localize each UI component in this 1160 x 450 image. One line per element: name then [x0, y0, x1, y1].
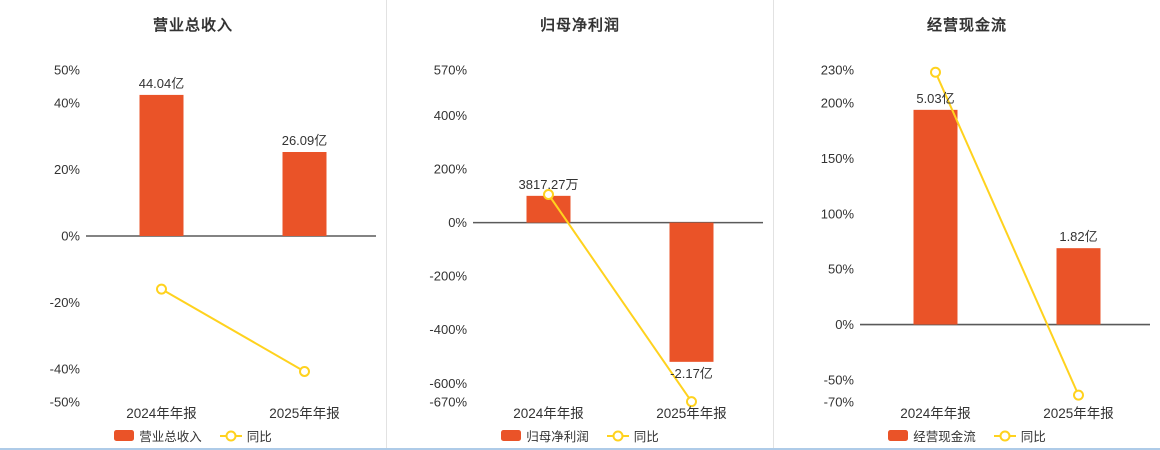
y-tick-label: -600%: [429, 376, 467, 391]
line-marker-icon: [219, 430, 242, 441]
y-tick-label: 50%: [828, 262, 854, 277]
legend-label: 营业总收入: [139, 430, 202, 444]
yoy-line: [547, 193, 693, 403]
chart-panel-total-revenue: 营业总收入 50% 40% 20% 0% -20% -40% -50% 44.04亿 26.09…: [0, 0, 387, 448]
y-tick-label: 20%: [54, 162, 80, 177]
y-tick-label: 50%: [54, 63, 80, 78]
chart-title: 营业总收入: [152, 17, 233, 34]
legend-item-yoy-series[interactable]: 同比: [219, 426, 272, 445]
chart-canvas-operating-cash-flow: 230% 200% 150% 100% 50% 0% -50% -70% 5.03亿 1.82亿 2…: [821, 63, 1150, 421]
yoy-line: [161, 288, 305, 373]
chart-title: 经营现金流: [926, 17, 1007, 34]
yoy-marker-icon: [1073, 389, 1084, 401]
line-marker-icon: [993, 430, 1016, 441]
yoy-marker-icon: [156, 283, 167, 295]
yoy-marker-icon: [686, 396, 697, 408]
yoy-marker-icon: [543, 189, 554, 200]
bar-value-label: -2.17亿: [670, 366, 713, 381]
y-tick-label: -670%: [429, 395, 467, 410]
y-tick-label: 400%: [434, 108, 468, 123]
y-tick-label: -20%: [50, 295, 81, 310]
bar-swatch-icon: [114, 430, 135, 441]
bar-value-label: 26.09亿: [282, 133, 328, 148]
y-tick-label: -400%: [429, 322, 467, 337]
legend-label: 同比: [1020, 430, 1046, 444]
legend-item-yoy-series[interactable]: 同比: [993, 426, 1046, 445]
chart-panel-operating-cash-flow: 经营现金流 230% 200% 150% 100% 50% 0% -50% -70% 5.03亿…: [774, 0, 1160, 448]
yoy-marker-icon: [299, 365, 310, 377]
x-axis-label: 2024年年报: [126, 406, 197, 421]
chart-title: 归母净利润: [539, 17, 620, 34]
yoy-marker-icon: [930, 66, 941, 78]
bar-value-label: 44.04亿: [139, 76, 185, 91]
legend-item-bar-series[interactable]: 营业总收入: [114, 426, 202, 445]
y-tick-label: -200%: [429, 269, 467, 284]
value-bar: [282, 152, 327, 236]
bar-swatch-icon: [888, 430, 909, 441]
y-tick-label: 0%: [61, 229, 80, 244]
line-marker-icon: [606, 430, 629, 441]
x-axis-label: 2024年年报: [900, 406, 971, 421]
value-bar: [139, 94, 184, 237]
y-tick-label: 100%: [821, 206, 855, 221]
y-tick-label: 230%: [821, 63, 855, 78]
chart-legend: 归母净利润 同比: [387, 426, 773, 445]
yoy-line: [934, 71, 1080, 396]
legend-label: 归母净利润: [526, 430, 589, 444]
y-tick-label: 200%: [821, 96, 855, 111]
legend-item-bar-series[interactable]: 归母净利润: [501, 426, 589, 445]
y-tick-label: 0%: [835, 317, 854, 332]
chart-canvas-net-profit: 570% 400% 200% 0% -200% -400% -600% -670% 3817.2…: [429, 63, 763, 421]
chart-panel-net-profit: 归母净利润 570% 400% 200% 0% -200% -400% -600% -670%…: [387, 0, 774, 448]
value-bar: [669, 222, 714, 362]
y-tick-label: -40%: [50, 361, 81, 376]
legend-item-bar-series[interactable]: 经营现金流: [888, 426, 976, 445]
value-bar: [526, 195, 571, 223]
legend-label: 经营现金流: [913, 430, 976, 444]
y-tick-label: -50%: [824, 372, 855, 387]
legend-item-yoy-series[interactable]: 同比: [606, 426, 659, 445]
bar-value-label: 1.82亿: [1059, 229, 1097, 244]
y-tick-label: -50%: [50, 395, 81, 410]
x-axis-label: 2025年年报: [1043, 406, 1114, 421]
y-tick-label: 150%: [821, 151, 855, 166]
x-axis-label: 2025年年报: [269, 406, 340, 421]
y-tick-label: -70%: [824, 395, 855, 410]
legend-label: 同比: [246, 430, 272, 444]
bar-swatch-icon: [501, 430, 522, 441]
x-axis-label: 2024年年报: [513, 406, 584, 421]
y-tick-label: 570%: [434, 63, 468, 78]
bar-value-label: 3817.27万: [519, 177, 579, 192]
legend-label: 同比: [633, 430, 659, 444]
y-tick-label: 40%: [54, 96, 80, 111]
value-bar: [913, 109, 958, 325]
chart-legend: 经营现金流 同比: [774, 426, 1160, 445]
chart-legend: 营业总收入 同比: [0, 426, 386, 445]
value-bar: [1056, 248, 1101, 325]
chart-canvas-total-revenue: 50% 40% 20% 0% -20% -40% -50% 44.04亿 26.09亿 2024年…: [50, 63, 376, 421]
y-tick-label: 200%: [434, 162, 468, 177]
y-tick-label: 0%: [448, 215, 467, 230]
bar-value-label: 5.03亿: [916, 91, 954, 106]
x-axis-label: 2025年年报: [656, 406, 727, 421]
